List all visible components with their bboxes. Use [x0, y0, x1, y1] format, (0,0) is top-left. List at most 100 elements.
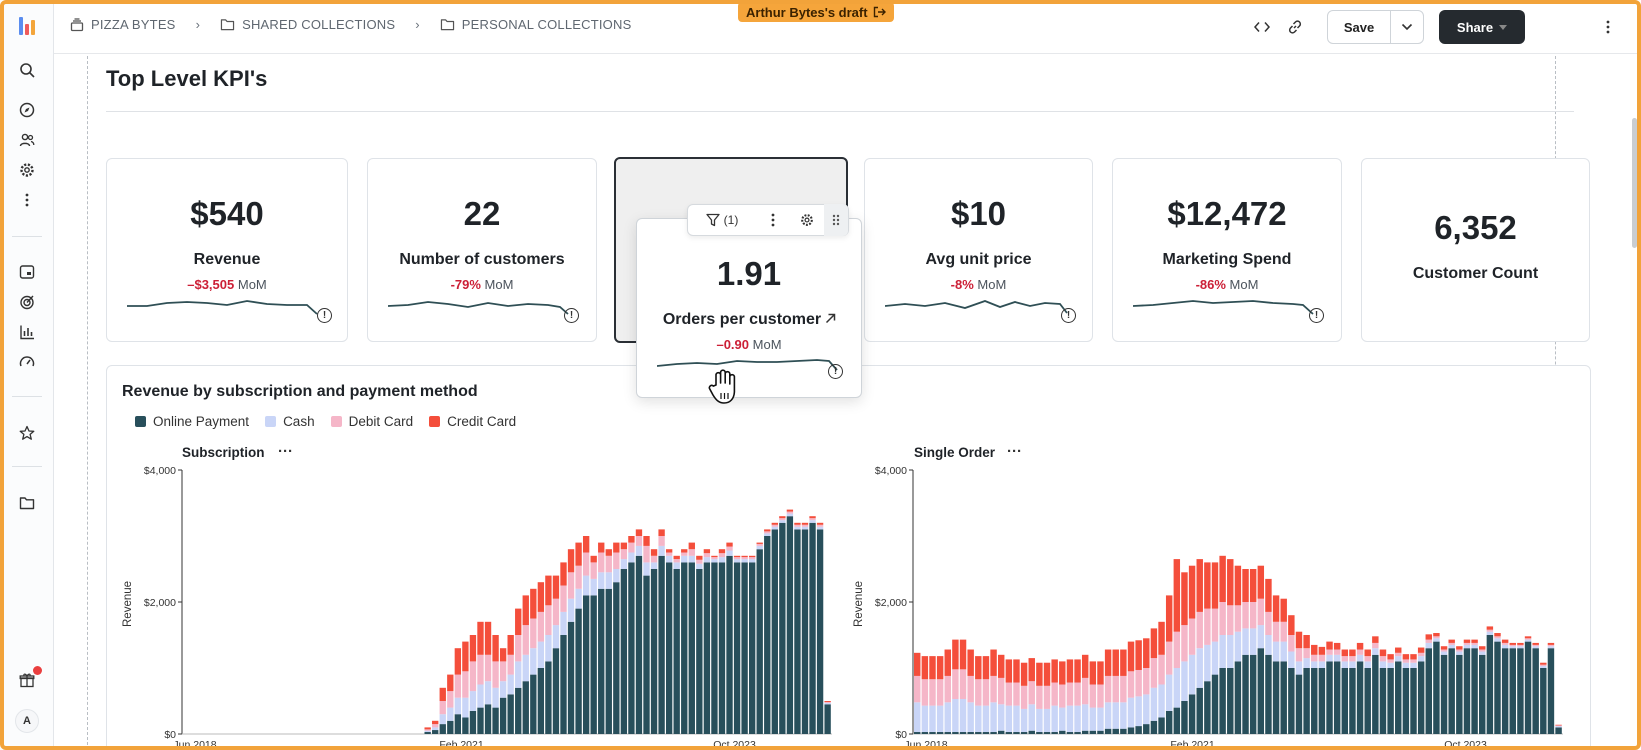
bar-segment[interactable] — [1081, 677, 1089, 705]
legend-item[interactable]: Online Payment — [135, 414, 249, 429]
bar-segment[interactable] — [1112, 728, 1119, 734]
bar-segment[interactable] — [1127, 697, 1135, 728]
bar-segment[interactable] — [1524, 638, 1532, 640]
bar-segment[interactable] — [665, 552, 673, 556]
bar-segment[interactable] — [1379, 649, 1387, 657]
bar-segment[interactable] — [1143, 638, 1150, 668]
bar-segment[interactable] — [469, 635, 477, 662]
bar-segment[interactable] — [1188, 694, 1196, 734]
bar-segment[interactable] — [613, 582, 620, 734]
bar-segment[interactable] — [1540, 668, 1547, 734]
bar-segment[interactable] — [1028, 658, 1035, 682]
bar-segment[interactable] — [1425, 634, 1432, 640]
bar-segment[interactable] — [982, 679, 990, 706]
bar-segment[interactable] — [726, 555, 733, 734]
bar-segment[interactable] — [545, 605, 552, 635]
bar-segment[interactable] — [560, 585, 567, 612]
bar-segment[interactable] — [1471, 639, 1478, 643]
bar-segment[interactable] — [1059, 661, 1066, 685]
kpi-card-revenue[interactable]: $540 Revenue –$3,505 MoM ! — [106, 158, 348, 342]
bar-segment[interactable] — [1364, 668, 1371, 734]
bar-segment[interactable] — [1013, 705, 1020, 733]
bar-segment[interactable] — [635, 529, 643, 536]
bar-segment[interactable] — [779, 522, 786, 734]
bar-segment[interactable] — [1417, 661, 1425, 734]
bar-segment[interactable] — [1066, 682, 1074, 706]
warning-icon[interactable]: ! — [828, 364, 843, 379]
filter-button[interactable]: (1) — [688, 204, 756, 236]
bar-segment[interactable] — [952, 669, 959, 700]
bar-segment[interactable] — [537, 611, 545, 642]
bar-segment[interactable] — [1479, 649, 1486, 652]
bar-segment[interactable] — [703, 549, 711, 554]
more-vertical-icon[interactable] — [15, 188, 39, 212]
bar-segment[interactable] — [1036, 732, 1043, 734]
bar-segment[interactable] — [1158, 621, 1165, 655]
bar-segment[interactable] — [718, 562, 726, 734]
bar-segment[interactable] — [921, 656, 929, 680]
bar-segment[interactable] — [1532, 646, 1539, 649]
bar-segment[interactable] — [794, 524, 801, 527]
bar-segment[interactable] — [786, 511, 794, 514]
bar-segment[interactable] — [1104, 675, 1112, 703]
bar-segment[interactable] — [643, 536, 650, 546]
bar-segment[interactable] — [1196, 687, 1203, 734]
bar-segment[interactable] — [771, 522, 778, 525]
bar-segment[interactable] — [1540, 664, 1547, 667]
bar-segment[interactable] — [515, 608, 522, 635]
bar-segment[interactable] — [794, 529, 801, 734]
bar-segment[interactable] — [764, 529, 771, 532]
bar-segment[interactable] — [1494, 636, 1501, 639]
bar-segment[interactable] — [1013, 659, 1020, 683]
bar-segment[interactable] — [1051, 705, 1058, 733]
bar-segment[interactable] — [1448, 644, 1455, 649]
bar-segment[interactable] — [1127, 641, 1135, 672]
bar-segment[interactable] — [447, 707, 454, 721]
bar-chart-icon[interactable] — [15, 320, 39, 344]
bar-segment[interactable] — [1143, 694, 1150, 725]
bar-segment[interactable] — [1249, 654, 1257, 734]
bar-segment[interactable] — [439, 687, 446, 701]
bar-segment[interactable] — [552, 598, 560, 626]
bar-segment[interactable] — [921, 705, 929, 733]
bar-segment[interactable] — [756, 543, 763, 546]
bar-segment[interactable] — [1456, 649, 1463, 652]
legend-item[interactable]: Credit Card — [429, 414, 516, 429]
bar-segment[interactable] — [1242, 628, 1249, 655]
bar-segment[interactable] — [1059, 730, 1066, 734]
bar-segment[interactable] — [975, 732, 982, 734]
bar-segment[interactable] — [1127, 671, 1135, 698]
bar-segment[interactable] — [936, 679, 944, 706]
bar-segment[interactable] — [605, 555, 612, 573]
bar-segment[interactable] — [990, 702, 997, 733]
bar-segment[interactable] — [756, 549, 763, 734]
bar-segment[interactable] — [696, 559, 703, 564]
bar-segment[interactable] — [929, 656, 936, 680]
bar-segment[interactable] — [756, 542, 763, 544]
bar-segment[interactable] — [1112, 702, 1119, 729]
bar-segment[interactable] — [1417, 656, 1425, 662]
bar-segment[interactable] — [711, 562, 718, 734]
bar-segment[interactable] — [1280, 641, 1287, 662]
bar-segment[interactable] — [1311, 668, 1318, 734]
bar-segment[interactable] — [515, 661, 522, 688]
bar-segment[interactable] — [469, 661, 477, 692]
bar-segment[interactable] — [1356, 661, 1364, 734]
bar-segment[interactable] — [454, 648, 462, 675]
bar-segment[interactable] — [1524, 636, 1532, 639]
bar-segment[interactable] — [1272, 595, 1280, 622]
bar-segment[interactable] — [1097, 707, 1104, 731]
bar-segment[interactable] — [1143, 724, 1150, 734]
bar-segment[interactable] — [771, 524, 778, 527]
bar-segment[interactable] — [1227, 605, 1234, 635]
bar-segment[interactable] — [1196, 559, 1203, 612]
bar-segment[interactable] — [1204, 681, 1211, 734]
bar-segment[interactable] — [1349, 668, 1356, 734]
bar-segment[interactable] — [1372, 648, 1379, 655]
bar-segment[interactable] — [650, 555, 658, 563]
bar-segment[interactable] — [1311, 644, 1318, 655]
bar-segment[interactable] — [1020, 685, 1028, 709]
bar-segment[interactable] — [1402, 654, 1410, 660]
bar-segment[interactable] — [1440, 649, 1448, 652]
bar-segment[interactable] — [605, 549, 612, 556]
